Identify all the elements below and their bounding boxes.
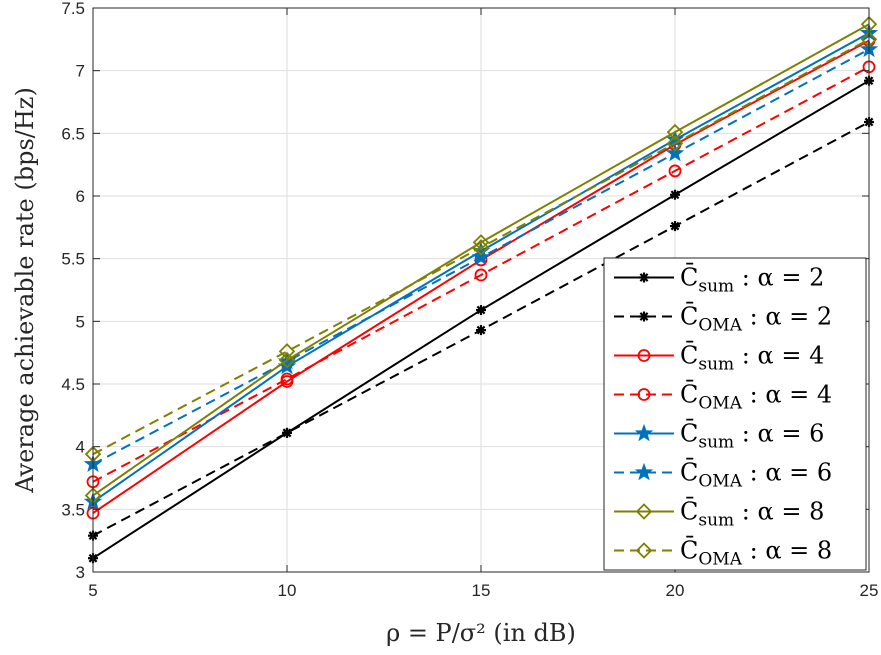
legend-box (603, 257, 867, 571)
legend-marker (635, 542, 653, 559)
axis-ticks: 5 10 15 20 25 3 3.5 4 4.5 5 5.5 6 6.5 7 7.5 (61, 0, 878, 600)
legend-label: C̄OMA : α = 8 (680, 536, 832, 569)
legend-label: C̄sum : α = 2 (680, 263, 824, 296)
legend-marker (634, 423, 654, 442)
legend-label: C̄sum : α = 4 (680, 341, 824, 374)
y-tick-label: 5.5 (61, 250, 85, 269)
y-tick-label: 5 (76, 312, 85, 331)
legend-entry: C̄sum : α = 4 (614, 341, 824, 375)
legend-entry: C̄OMA : α = 2 (614, 302, 832, 336)
data-point (472, 239, 490, 256)
series-line (92, 66, 870, 483)
x-axis-label: ρ = P/σ² (in dB) (386, 619, 576, 647)
legend-label: C̄OMA : α = 4 (680, 380, 832, 413)
y-tick-label: 6 (76, 187, 85, 206)
legend-marker (634, 462, 654, 481)
data-point (670, 221, 680, 232)
x-tick-label: 25 (860, 581, 879, 600)
legend-label: C̄sum : α = 8 (680, 497, 824, 530)
y-tick-label: 7.5 (61, 0, 85, 18)
data-point (472, 234, 490, 251)
legend-marker (637, 388, 651, 401)
y-tick-label: 4.5 (61, 375, 85, 394)
data-point (474, 268, 488, 282)
y-tick-label: 3.5 (61, 500, 85, 519)
legend-label: C̄OMA : α = 2 (680, 302, 832, 335)
y-tick-label: 7 (76, 62, 85, 81)
series-layer (83, 16, 879, 564)
legend-entry: C̄OMA : α = 8 (614, 536, 832, 570)
legend-marker (637, 349, 651, 362)
data-point (666, 135, 684, 152)
legend-entry: C̄OMA : α = 6 (614, 458, 832, 492)
data-point (278, 343, 296, 360)
legend-entry: C̄sum : α = 2 (614, 263, 824, 297)
y-axis-label: Average achievable rate (bps/Hz) (11, 87, 39, 494)
data-point (670, 189, 680, 200)
legend-marker (639, 272, 649, 283)
data-point (282, 427, 292, 438)
data-point (278, 351, 296, 369)
legend-label: C̄sum : α = 6 (680, 419, 824, 452)
legend-marker (635, 503, 653, 520)
data-point (476, 305, 486, 316)
x-tick-label: 5 (88, 581, 97, 600)
legend-label: C̄OMA : α = 6 (680, 458, 832, 491)
data-point (471, 247, 491, 266)
series-7 (84, 16, 878, 504)
series-line (92, 23, 870, 497)
x-tick-label: 20 (666, 581, 685, 600)
data-point (666, 123, 684, 141)
y-tick-label: 4 (76, 438, 85, 457)
x-tick-label: 10 (278, 581, 297, 600)
legend-marker (639, 311, 649, 322)
series-line (92, 38, 870, 456)
y-tick-label: 3 (76, 563, 85, 582)
data-point (280, 372, 294, 386)
data-point (665, 143, 685, 162)
legend: C̄sum : α = 2 C̄OMA : α = 2 C̄sum : α = 4 C… (603, 257, 867, 571)
legend-entry: C̄sum : α = 8 (614, 497, 824, 531)
data-point (668, 164, 682, 178)
legend-entry: C̄sum : α = 6 (614, 419, 824, 453)
data-point (476, 325, 486, 336)
legend-entry: C̄OMA : α = 4 (614, 380, 832, 414)
y-tick-label: 6.5 (61, 124, 85, 143)
x-tick-label: 15 (472, 581, 491, 600)
